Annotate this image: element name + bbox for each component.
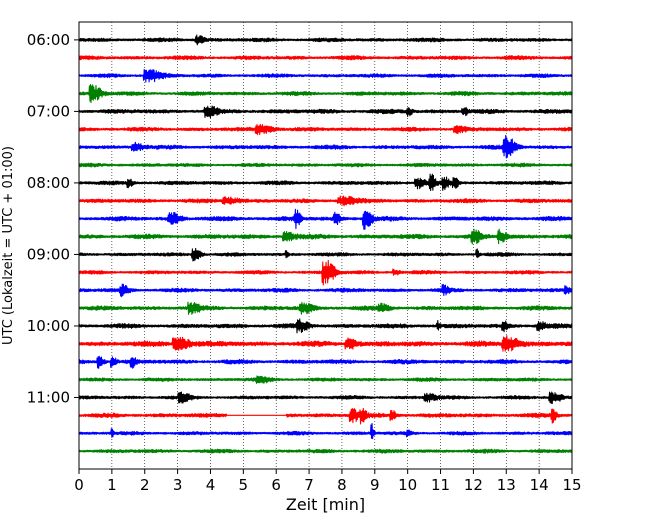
y-tick-label: 07:00	[27, 102, 70, 120]
x-tick-label: 2	[140, 476, 150, 494]
x-tick-label: 5	[239, 476, 249, 494]
trace-row-1145	[78, 448, 573, 454]
trace-row-0715	[78, 123, 573, 136]
x-tick-label: 13	[497, 476, 516, 494]
trace-row-0745	[78, 162, 573, 168]
x-tick-label: 1	[107, 476, 117, 494]
plot-frame	[78, 21, 573, 470]
y-tick-label: 10:00	[27, 317, 70, 335]
trace-row-0600	[78, 34, 573, 46]
y-tick-label: 11:00	[27, 388, 70, 406]
trace-row-0900	[78, 247, 573, 262]
trace-row-1115	[78, 407, 573, 425]
x-tick-label: 8	[337, 476, 347, 494]
trace-row-0845	[78, 228, 573, 245]
x-tick-label: 7	[304, 476, 314, 494]
x-tick-label: 4	[206, 476, 216, 494]
trace-row-0830	[78, 208, 573, 230]
x-tick-label: 12	[464, 476, 483, 494]
trace-row-0915	[78, 259, 573, 286]
x-tick-label: 10	[398, 476, 417, 494]
trace-row-0815	[78, 195, 573, 207]
trace-row-0945	[78, 301, 573, 316]
trace-row-0930	[78, 283, 573, 298]
x-tick-label: 11	[431, 476, 450, 494]
tick-layer: 0 1 2 3 4 5 6 7 8 9 10 11 12 13 14 1506:0007:0008:0009:…	[27, 31, 582, 494]
y-axis-label: UTC (Lokalzeit = UTC + 01:00)	[1, 146, 16, 345]
trace-row-0800	[78, 173, 573, 192]
y-tick-label: 09:00	[27, 245, 70, 263]
x-tick-label: 0	[74, 476, 84, 494]
x-axis-label: Zeit [min]	[286, 495, 365, 514]
trace-row-1100	[78, 391, 573, 404]
trace-row-0615	[78, 55, 573, 61]
trace-row-0730	[78, 134, 573, 159]
trace-row-0645	[78, 84, 573, 104]
trace-row-1000	[78, 318, 573, 334]
trace-row-1015	[78, 335, 573, 352]
y-tick-label: 08:00	[27, 174, 70, 192]
grid-layer	[111, 22, 540, 469]
x-tick-label: 3	[173, 476, 183, 494]
trace-layer	[78, 34, 573, 454]
x-tick-label: 9	[370, 476, 380, 494]
trace-row-0630	[78, 68, 573, 83]
y-tick-label: 06:00	[27, 31, 70, 49]
x-tick-label: 6	[271, 476, 281, 494]
trace-row-1030	[78, 355, 573, 369]
x-tick-label: 15	[562, 476, 581, 494]
trace-row-1130	[78, 423, 573, 440]
x-tick-label: 14	[530, 476, 549, 494]
trace-row-0700	[78, 105, 573, 119]
trace-row-1045	[78, 375, 573, 384]
